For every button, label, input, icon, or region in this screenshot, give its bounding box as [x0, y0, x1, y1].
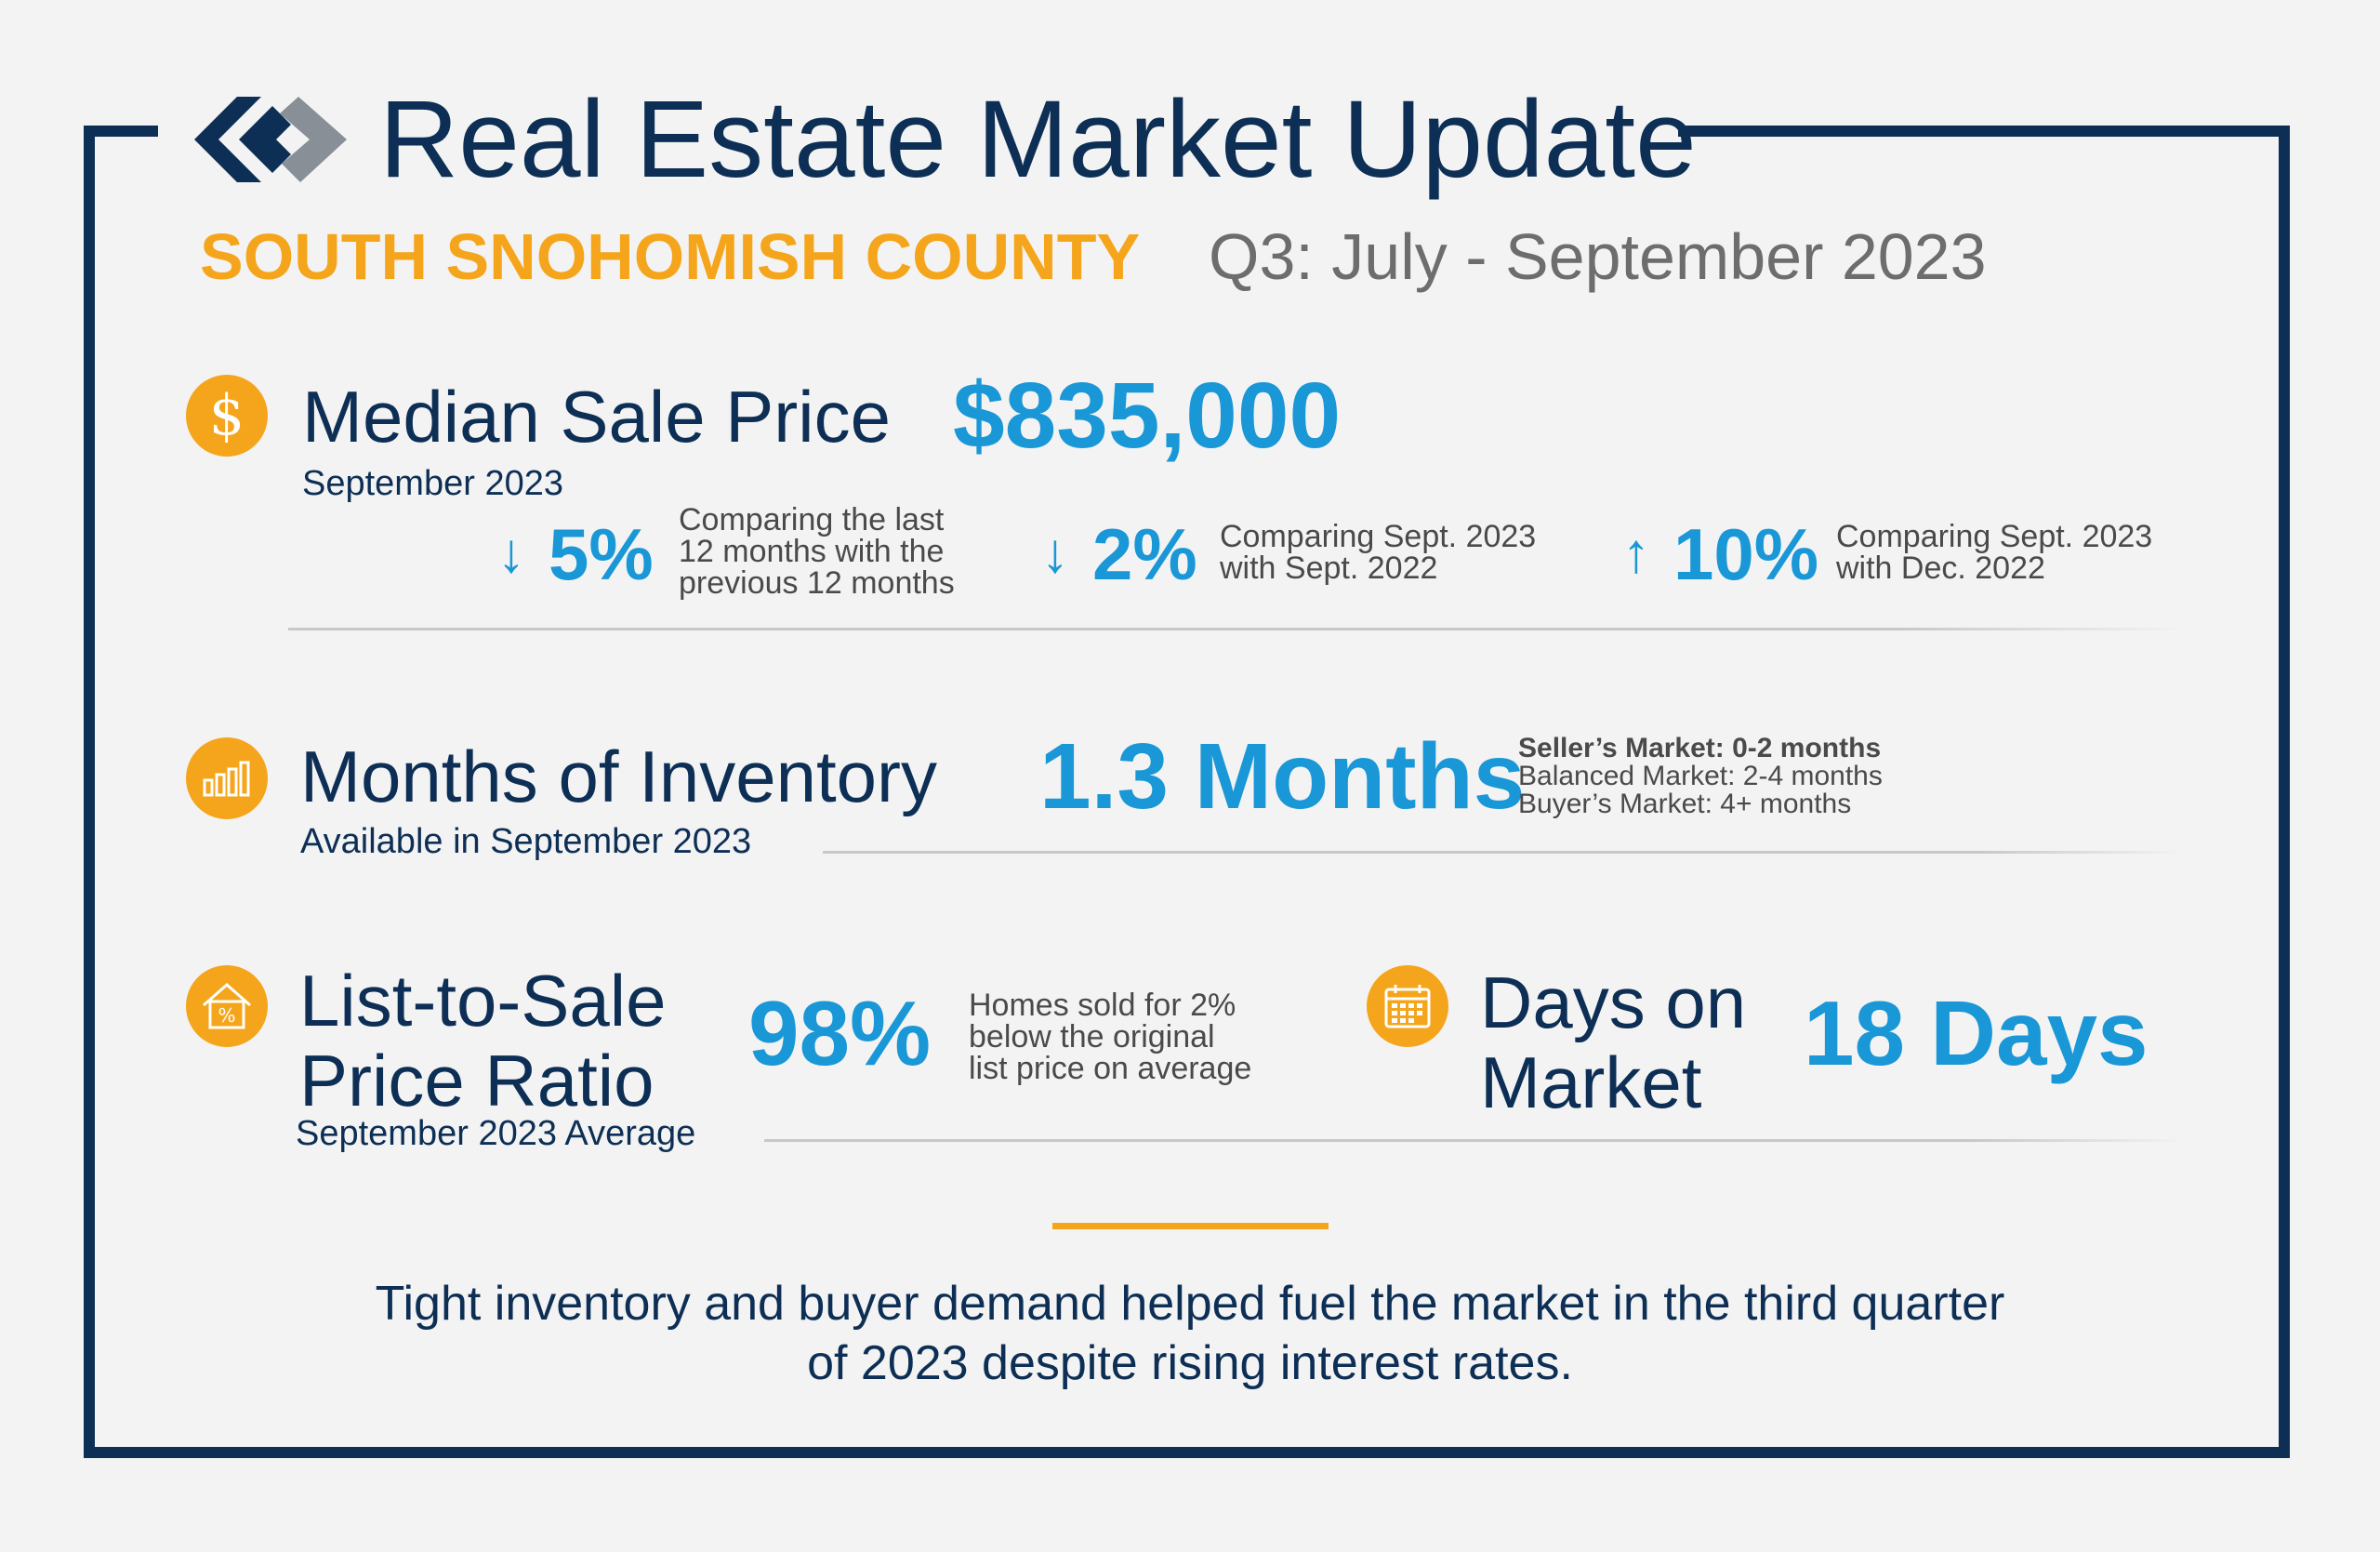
inventory-sub: Available in September 2023 [300, 822, 752, 861]
inventory-value: 1.3 Months [1039, 724, 1526, 829]
logo-icon [194, 97, 347, 182]
change-note: Comparing Sept. 2023 with Sept. 2022 [1220, 519, 1537, 586]
arrow-down-icon: ↓ [497, 522, 525, 584]
ratio-label: List-to-Sale Price Ratio [299, 960, 667, 1121]
accent-bar [1052, 1223, 1329, 1229]
quarter-range: Q3: July - September 2023 [1209, 220, 1987, 293]
bar-chart-icon [186, 737, 268, 819]
change-note: Comparing Sept. 2023 with Dec. 2022 [1836, 519, 2153, 586]
divider [764, 1139, 2185, 1142]
ratio-note: Homes sold for 2% below the original lis… [969, 988, 1252, 1086]
median-sub: September 2023 [302, 464, 563, 503]
county-name: SOUTH SNOHOMISH COUNTY [200, 220, 1141, 293]
change-pct: 5% [549, 513, 654, 595]
svg-text:%: % [218, 1004, 235, 1027]
calendar-icon [1367, 965, 1448, 1047]
page-title: Real Estate Market Update [379, 78, 1697, 201]
inventory-label: Months of Inventory [300, 736, 938, 817]
frame-gap [158, 112, 1678, 149]
dom-value: 18 Days [1804, 982, 2149, 1084]
house-percent-icon: % [186, 965, 268, 1047]
arrow-up-icon: ↑ [1622, 522, 1650, 584]
ratio-sub: September 2023 Average [296, 1114, 696, 1153]
ratio-value: 98% [748, 982, 932, 1084]
summary-text: Tight inventory and buyer demand helped … [375, 1277, 2005, 1390]
change-pct: 10% [1673, 513, 1819, 595]
median-value: $835,000 [953, 364, 1342, 468]
dollar-icon: $ [186, 375, 268, 457]
divider [288, 628, 2185, 630]
change-note: Comparing the last 12 months with the pr… [679, 502, 955, 601]
arrow-down-icon: ↓ [1041, 522, 1069, 584]
median-label: Median Sale Price [302, 376, 891, 458]
market-legend: Seller’s Market: 0-2 months Balanced Mar… [1518, 733, 1883, 819]
change-pct: 2% [1092, 513, 1197, 595]
dom-label: Days on Market [1480, 962, 1747, 1123]
divider [823, 851, 2185, 854]
